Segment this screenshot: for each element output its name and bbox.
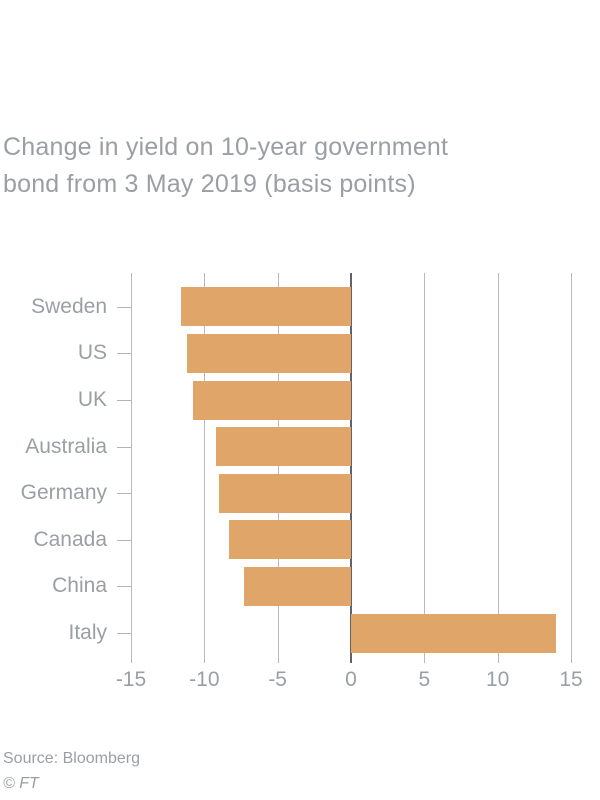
chart-title: Change in yield on 10-year government bo… — [3, 133, 449, 198]
bar-uk — [192, 380, 351, 420]
category-tick-uk — [117, 400, 131, 401]
category-tick-australia — [117, 446, 131, 448]
bar-china — [243, 566, 351, 606]
category-tick-italy — [117, 633, 131, 634]
category-label-italy: Italy — [68, 621, 107, 644]
bar-germany — [219, 473, 351, 513]
x-tick-label--15: -15 — [115, 668, 147, 691]
x-tick-label--10: -10 — [189, 668, 220, 691]
category-label-sweden: Sweden — [31, 294, 107, 318]
category-label-uk: UK — [77, 388, 107, 411]
category-tick-canada — [117, 539, 131, 541]
gridline--5 — [277, 273, 279, 663]
gridline--10 — [204, 273, 206, 663]
category-tick-us — [117, 353, 131, 355]
category-label-china: China — [52, 574, 107, 598]
x-tick-label--5: -5 — [268, 668, 287, 691]
category-tick-germany — [117, 493, 131, 495]
bar-australia — [216, 427, 351, 467]
x-tick-label-15: 15 — [559, 668, 583, 691]
category-tick-china — [117, 586, 131, 588]
category-label-australia: Australia — [25, 434, 107, 458]
x-tick-label-0: 0 — [345, 668, 357, 691]
gridline-5 — [424, 273, 426, 663]
category-label-us: US — [77, 341, 107, 365]
bar-sweden — [180, 287, 351, 327]
category-label-canada: Canada — [33, 527, 107, 551]
x-tick-label-10: 10 — [485, 668, 510, 691]
category-label-germany: Germany — [20, 481, 107, 505]
category-tick-sweden — [117, 306, 131, 308]
bar-italy — [351, 613, 557, 653]
gridline-10 — [497, 273, 499, 663]
gridline-15 — [571, 273, 572, 663]
ft-copyright: © FT — [3, 775, 39, 792]
source-caption: Source: Bloomberg — [3, 750, 140, 767]
zero-line — [350, 273, 352, 663]
bar-canada — [229, 520, 351, 560]
bar-us — [186, 333, 351, 373]
x-tick-label-5: 5 — [418, 668, 431, 691]
gridline--15 — [131, 273, 132, 663]
